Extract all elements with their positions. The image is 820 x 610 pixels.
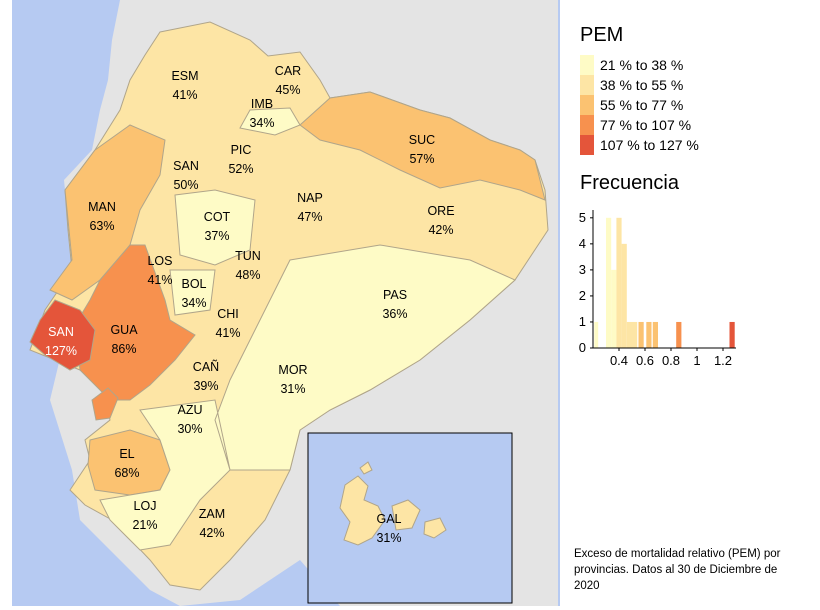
y-tick-label: 5 [579, 210, 586, 225]
province-label-ore: ORE 42% [427, 204, 455, 237]
histogram-bar [646, 321, 652, 348]
province-label-gua: GUA 86% [110, 323, 138, 356]
province-label-el: EL 68% [114, 447, 140, 480]
y-tick-label: 0 [579, 340, 586, 355]
y-tick-label: 2 [579, 288, 586, 303]
x-tick-label: 0.8 [662, 353, 680, 368]
province-label-san-south: SAN 127% [45, 325, 77, 358]
province-label-gal: GAL 31% [376, 512, 402, 545]
legend-item: 107 % to 127 % [580, 135, 699, 155]
legend-swatch [580, 55, 594, 75]
histogram-bar [611, 269, 617, 348]
legend-swatch [580, 95, 594, 115]
province-label-car: CAR 45% [274, 64, 302, 97]
province-label-chi: CHI 41% [215, 307, 241, 340]
x-tick-label: 1 [693, 353, 700, 368]
province-label-man: MAN 63% [88, 200, 116, 233]
y-tick-label: 4 [579, 236, 586, 251]
province-label-suc: SUC 57% [408, 133, 436, 166]
histogram: 0 1 2 3 4 5 0.4 0.6 0.8 1 1.2 [579, 210, 736, 368]
legend-label: 55 % to 77 % [600, 97, 684, 113]
legend-label: 107 % to 127 % [600, 137, 699, 153]
province-label-san-north: SAN 50% [173, 159, 199, 192]
legend-label: 38 % to 55 % [600, 77, 684, 93]
histogram-bar [632, 321, 638, 348]
histogram-bar [729, 321, 735, 348]
legend-item: 38 % to 55 % [580, 75, 699, 95]
province-label-cot: COT 37% [203, 210, 231, 243]
galapagos-islands [339, 461, 447, 546]
legend-item: 21 % to 38 % [580, 55, 699, 75]
island-puna [91, 387, 119, 421]
province-label-tun: TUN 48% [235, 249, 261, 282]
legend-swatch [580, 75, 594, 95]
legend-label: 21 % to 38 % [600, 57, 684, 73]
legend-item: 77 % to 107 % [580, 115, 699, 135]
province-label-loj: LOJ 21% [132, 499, 158, 532]
y-ticks: 0 1 2 3 4 5 [579, 210, 593, 355]
legend-item: 55 % to 77 % [580, 95, 699, 115]
x-tick-label: 0.4 [610, 353, 628, 368]
histogram-bar [676, 321, 682, 348]
province-santa-elena [29, 299, 96, 371]
provinces-pale [99, 107, 516, 551]
legend-label: 77 % to 107 % [600, 117, 692, 133]
province-label-esm: ESM 41% [171, 69, 199, 102]
histogram-bar [652, 321, 658, 348]
histogram-bars [594, 217, 735, 348]
legend: 21 % to 38 % 38 % to 55 % 55 % to 77 % 7… [580, 55, 699, 155]
province-label-pas: PAS 36% [382, 288, 408, 321]
province-label-mor: MOR 31% [278, 363, 308, 396]
ecuador-map [12, 0, 560, 606]
x-tick-label: 1.2 [714, 353, 732, 368]
histogram-bar [638, 321, 644, 348]
province-label-azu: AZU 30% [177, 403, 203, 436]
histogram-bar [621, 243, 627, 348]
histogram-title: Frecuencia [580, 172, 679, 194]
legend-swatch [580, 135, 594, 155]
province-label-imb: IMB 34% [249, 97, 275, 130]
y-tick-label: 3 [579, 262, 586, 277]
province-label-los: LOS 41% [147, 254, 173, 287]
legend-title: PEM [580, 24, 624, 46]
province-label-pic: PIC 52% [228, 143, 254, 176]
province-label-zam: ZAM 42% [198, 507, 226, 540]
province-sucumbios [299, 91, 546, 201]
legend-swatch [580, 115, 594, 135]
y-tick-label: 1 [579, 314, 586, 329]
histogram-bar [594, 321, 599, 348]
province-label-nap: NAP 47% [297, 191, 323, 224]
histogram-bar [616, 217, 622, 348]
x-tick-label: 0.6 [636, 353, 654, 368]
caption: Exceso de mortalidad relativo (PEM) por … [574, 548, 781, 592]
histogram-bar [626, 321, 632, 348]
x-ticks: 0.4 0.6 0.8 1 1.2 [610, 348, 732, 368]
histogram-bar [606, 217, 612, 348]
province-label-bol: BOL 34% [181, 277, 207, 310]
province-label-can: CAÑ 39% [192, 360, 220, 393]
